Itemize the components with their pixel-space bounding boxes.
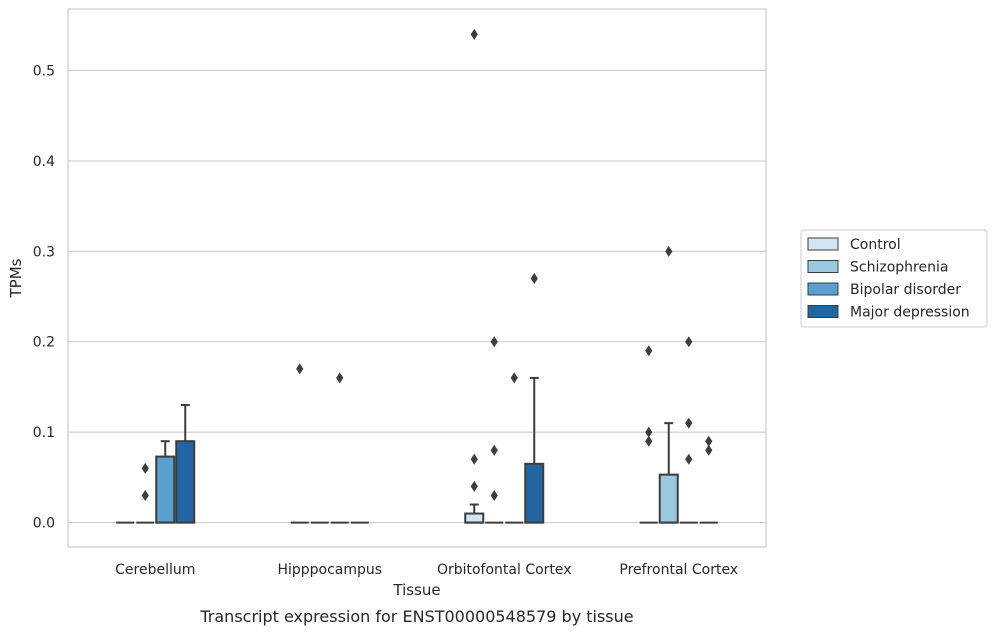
y-tick-label: 0.4 <box>33 154 55 170</box>
box-body <box>175 440 196 524</box>
outlier-marker <box>490 489 498 501</box>
box <box>175 404 196 524</box>
gridlines <box>68 69 766 524</box>
legend-label: Major depression <box>850 305 970 321</box>
box-body <box>524 462 545 524</box>
x-axis-label: Tissue <box>392 581 440 599</box>
y-tick-label: 0.1 <box>33 425 55 441</box>
outlier-marker <box>336 372 344 384</box>
box <box>658 422 679 524</box>
outlier-marker <box>470 28 478 40</box>
legend-swatch <box>807 282 839 296</box>
outlier-marker <box>685 336 693 348</box>
legend-swatch <box>807 260 839 273</box>
y-tick-label: 0.5 <box>33 63 55 79</box>
box-series <box>116 376 718 524</box>
chart-caption: Transcript expression for ENST0000054857… <box>199 607 633 626</box>
legend-frame <box>800 229 988 328</box>
legend-swatch <box>807 305 839 318</box>
outlier-marker <box>141 489 149 501</box>
x-tick-label: Prefrontal Cortex <box>619 562 738 578</box>
outlier-marker <box>470 453 478 465</box>
box <box>464 503 485 524</box>
y-tick-label: 0.0 <box>33 516 55 532</box>
outlier-marker <box>665 245 673 257</box>
x-tick-label: Orbitofontal Cortex <box>437 562 572 578</box>
legend-label: Bipolar disorder <box>850 282 961 298</box>
box-body <box>464 512 485 524</box>
outlier-marker <box>685 417 693 429</box>
legend-label: Schizophrenia <box>850 260 948 276</box>
y-tick-label: 0.2 <box>33 335 55 351</box>
outlier-marker <box>685 453 693 465</box>
legend-label: Control <box>850 237 901 253</box>
outlier-marker <box>470 480 478 492</box>
outlier-marker <box>645 435 653 447</box>
outlier-marker <box>510 372 518 384</box>
box <box>524 376 545 524</box>
y-tick-label: 0.3 <box>33 244 55 260</box>
outlier-marker <box>296 363 304 375</box>
outlier-points <box>141 28 713 501</box>
outlier-marker <box>645 345 653 357</box>
outlier-marker <box>645 426 653 438</box>
outlier-marker <box>141 462 149 474</box>
legend-swatch <box>807 237 839 251</box>
plot-area-frame <box>67 8 767 548</box>
outlier-marker <box>705 444 713 456</box>
outlier-marker <box>490 336 498 348</box>
outlier-marker <box>490 444 498 456</box>
x-axis-ticks: Cerebellum Hipppocampus Orbitofontal Corte… <box>115 562 738 578</box>
x-tick-label: Cerebellum <box>115 562 195 578</box>
y-axis-label: TPMs <box>7 258 25 298</box>
legend: Control Schizophrenia Bipolar disorder Majo… <box>800 229 988 328</box>
outlier-marker <box>705 435 713 447</box>
y-axis-ticks: 0.0 0.1 0.2 0.3 0.4 0.5 <box>33 63 55 531</box>
x-tick-label: Hipppocampus <box>277 562 382 578</box>
box-body <box>658 473 679 524</box>
box-body <box>155 455 176 524</box>
outlier-marker <box>530 272 538 284</box>
box <box>155 440 176 524</box>
